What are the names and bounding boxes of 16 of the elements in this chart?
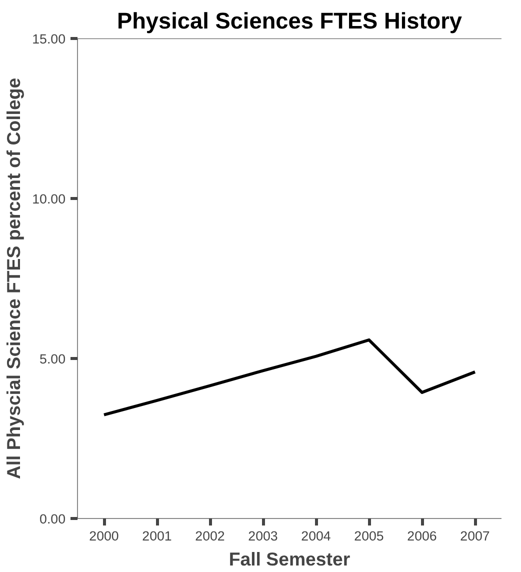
y-tick-label: 5.00 xyxy=(40,352,66,366)
x-tick-label: 2001 xyxy=(142,528,172,544)
x-tick-label: 2003 xyxy=(248,528,278,544)
x-axis-title: Fall Semester xyxy=(228,548,350,570)
line-series xyxy=(102,338,476,416)
x-tick-label: 2006 xyxy=(407,528,437,544)
x-tick-label: 2002 xyxy=(195,528,225,544)
y-tick-label: 15.00 xyxy=(32,32,66,46)
x-tick-label: 2000 xyxy=(89,528,119,544)
y-tick-label: 10.00 xyxy=(32,192,66,206)
y-tick-label: 0.00 xyxy=(40,512,66,526)
x-tick-label: 2005 xyxy=(354,528,384,544)
y-axis-title: All Physcial Science FTES percent of College xyxy=(3,78,24,480)
x-tick-label: 2004 xyxy=(301,528,332,544)
chart-title: Physical Sciences FTES History xyxy=(116,8,462,34)
x-tick-label: 2007 xyxy=(460,528,490,544)
